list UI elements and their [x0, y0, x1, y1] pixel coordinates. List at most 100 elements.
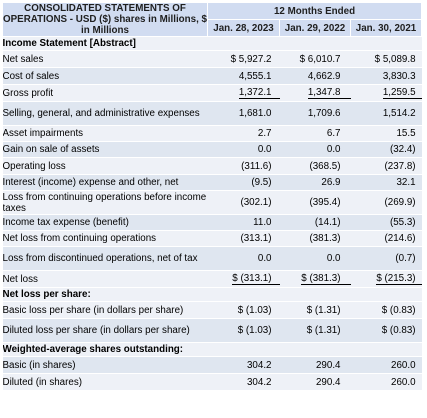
value-text: $ 5,089.8 — [374, 53, 416, 65]
value-cell: (302.1) — [207, 190, 280, 215]
period-label: 12 Months Ended — [206, 2, 423, 20]
value-cell: 304.2 — [207, 356, 280, 374]
table-row: Selling, general, and administrative exp… — [2, 101, 422, 126]
row-label: Gain on sale of assets — [2, 141, 208, 158]
value-text: (381.3) — [309, 233, 341, 244]
value-cell: (55.3) — [350, 214, 422, 231]
value-text: (55.3) — [389, 217, 416, 228]
table-row: Net sales $ 5,927.2 $ 6,010.7 $ 5,089.8 — [2, 50, 422, 68]
value-text: 0.0 — [257, 253, 272, 264]
value-cell: (269.9) — [350, 190, 422, 215]
value-text: 1,709.6 — [307, 108, 341, 119]
row-label: Interest (income) expense and other, net — [2, 174, 208, 191]
value-cell: 15.5 — [350, 125, 422, 142]
section-label: Weighted-average shares outstanding: — [2, 342, 208, 357]
value-text: (9.5) — [251, 177, 272, 188]
value-text: 1,259.5 — [382, 87, 422, 99]
value-cell: $ (215.3) — [350, 270, 422, 288]
row-label: Asset impairments — [2, 125, 208, 142]
value-cell: 3,830.3 — [350, 67, 422, 85]
column-date: Jan. 30, 2021 — [349, 19, 423, 37]
value-cell: $ (0.83) — [350, 301, 422, 319]
value-cell: 260.0 — [350, 373, 422, 391]
value-text: $ (1.31) — [306, 325, 341, 336]
value-text: 1,681.0 — [238, 108, 272, 119]
table-row: Income tax expense (benefit) 11.0 (14.1) (5… — [2, 214, 422, 231]
table-row: Basic loss per share (in dollars per sha… — [2, 301, 422, 319]
value-cell: (313.1) — [207, 230, 280, 247]
value-text: (311.6) — [241, 160, 272, 172]
row-label: Basic (in shares) — [2, 356, 208, 374]
section-row: Weighted-average shares outstanding: — [2, 342, 422, 357]
value-text: $ (1.03) — [237, 304, 272, 316]
row-label: Diluted (in shares) — [2, 373, 208, 391]
value-cell: 0.0 — [279, 246, 351, 271]
value-cell: 260.0 — [350, 356, 422, 374]
value-cell: 0.0 — [207, 246, 280, 271]
value-cell: 1,709.6 — [279, 101, 351, 126]
row-label: Selling, general, and administrative exp… — [2, 101, 208, 126]
value-text: (269.9) — [384, 197, 416, 208]
row-label: Gross profit — [2, 84, 208, 102]
value-cell — [207, 287, 280, 302]
value-cell: 26.9 — [279, 174, 351, 191]
value-text: 2.7 — [257, 128, 272, 139]
value-cell: $ 5,927.2 — [207, 50, 280, 68]
value-text: (302.1) — [240, 197, 272, 208]
value-cell — [350, 342, 422, 357]
value-cell: (32.4) — [350, 141, 422, 158]
value-text: 304.2 — [246, 359, 272, 371]
value-cell: (9.5) — [207, 174, 280, 191]
value-text: 32.1 — [396, 177, 416, 188]
value-cell: 1,372.1 — [207, 84, 280, 102]
value-cell: (395.4) — [279, 190, 351, 215]
statement-title: CONSOLIDATED STATEMENTS OF OPERATIONS - … — [2, 2, 208, 37]
value-cell: 290.4 — [279, 373, 351, 391]
value-cell: 1,347.8 — [279, 84, 351, 102]
section-label: Income Statement [Abstract] — [2, 36, 208, 51]
table-row: Gross profit 1,372.1 1,347.8 1,259.5 — [2, 84, 422, 102]
section-row: Income Statement [Abstract] — [2, 36, 422, 51]
value-text: (368.5) — [309, 160, 341, 172]
value-cell: (237.8) — [350, 157, 422, 175]
value-text: 0.0 — [326, 144, 341, 155]
value-cell: 6.7 — [279, 125, 351, 142]
value-cell: (0.7) — [350, 246, 422, 271]
value-text: $ (1.31) — [306, 304, 341, 316]
table-header: CONSOLIDATED STATEMENTS OF OPERATIONS - … — [2, 2, 423, 37]
value-cell: $ 6,010.7 — [279, 50, 351, 68]
financial-statement: CONSOLIDATED STATEMENTS OF OPERATIONS - … — [2, 2, 423, 391]
value-text: (237.8) — [384, 160, 416, 172]
table-row: Diluted (in shares) 304.2 290.4 260.0 — [2, 373, 422, 391]
value-cell: 32.1 — [350, 174, 422, 191]
value-text: $ (0.83) — [381, 325, 416, 336]
value-text: 290.4 — [315, 376, 341, 388]
value-cell: $ (1.31) — [279, 301, 351, 319]
table-body: Income Statement [Abstract] Net sales $ 5,… — [2, 36, 422, 391]
value-text: (313.1) — [240, 233, 272, 244]
table-row: Net loss $ (313.1) $ (381.3) $ (215.3) — [2, 270, 422, 288]
value-cell — [279, 36, 351, 51]
value-cell: 11.0 — [207, 214, 280, 231]
value-text: $ (381.3) — [301, 273, 351, 285]
table-row: Asset impairments 2.7 6.7 15.5 — [2, 125, 422, 142]
value-cell: 2.7 — [207, 125, 280, 142]
value-text: 260.0 — [391, 359, 416, 371]
table-row: Basic (in shares) 304.2 290.4 260.0 — [2, 356, 422, 374]
value-cell: (214.6) — [350, 230, 422, 247]
value-cell: 1,514.2 — [350, 101, 422, 126]
value-text: 3,830.3 — [382, 70, 416, 82]
value-text: 0.0 — [326, 253, 341, 264]
value-text: 4,662.9 — [307, 70, 341, 82]
value-text: (395.4) — [309, 197, 341, 208]
row-label: Net sales — [2, 50, 208, 68]
row-label: Loss from continuing operations before i… — [2, 190, 208, 215]
value-text: 304.2 — [246, 376, 272, 388]
table-row: Loss from discontinued operations, net o… — [2, 246, 422, 271]
value-cell: 290.4 — [279, 356, 351, 374]
table-row: Gain on sale of assets 0.0 0.0 (32.4) — [2, 141, 422, 158]
row-label: Diluted loss per share (in dollars per s… — [2, 318, 208, 343]
value-cell: 1,259.5 — [350, 84, 422, 102]
section-label: Net loss per share: — [2, 287, 208, 302]
value-cell — [207, 342, 280, 357]
